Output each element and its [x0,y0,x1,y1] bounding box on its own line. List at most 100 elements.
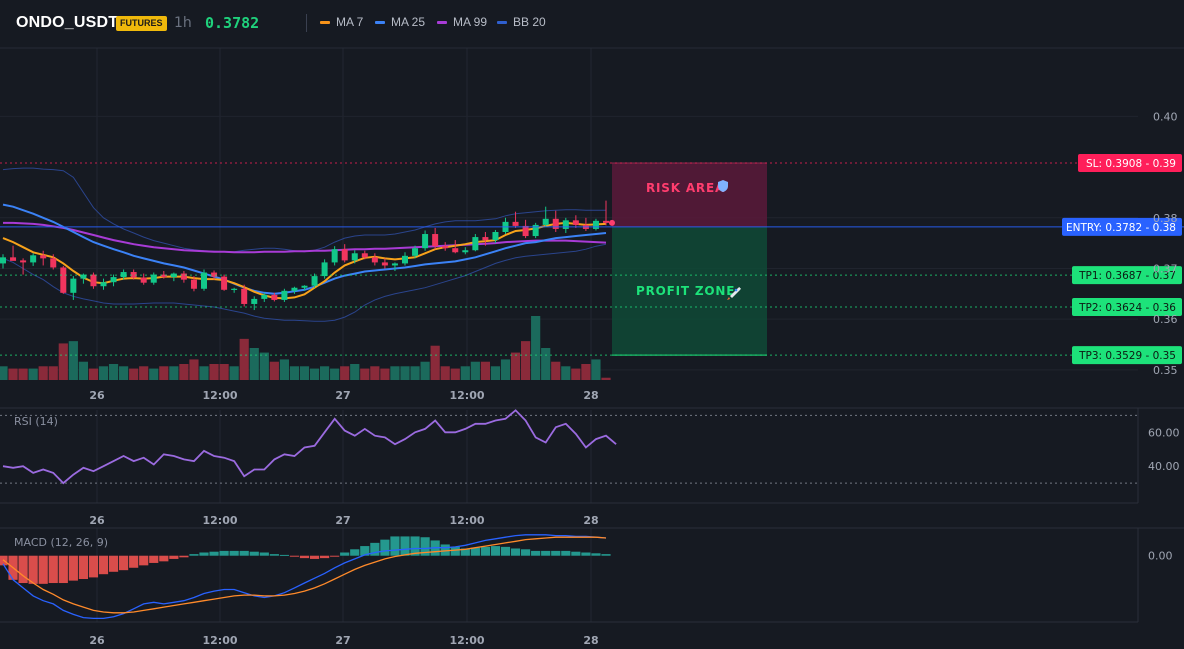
time-axis-tick: 28 [583,634,598,647]
candle [261,292,268,302]
macd-histogram-bar [249,551,259,556]
candle [391,262,398,272]
macd-histogram-bar [490,546,501,556]
macd-histogram-bar [390,536,400,556]
volume-bars [0,316,611,380]
candle [512,211,519,228]
volume-bar [480,361,490,380]
candle [70,276,77,300]
risk-area-zone [612,163,767,227]
volume-bar [581,364,591,380]
macd-histogram-bar [209,551,219,556]
volume-bar [18,368,28,380]
price-axis-tick: 0.38 [1153,212,1178,225]
legend-ma99[interactable]: MA 99 [437,15,487,29]
volume-bar [299,366,310,380]
entry-level-tick: 0.38 [1153,222,1176,234]
candle-body [432,234,439,247]
bollinger-bands [2,167,607,322]
candle-body [371,257,378,263]
candle-body [70,278,77,293]
rsi-title: RSI (14) [14,415,58,428]
legend-ma25-label: MA 25 [391,15,426,29]
volume-bar [149,368,159,380]
candle [251,296,258,311]
volume-bar [78,361,88,380]
candle-body [522,225,529,237]
rocket-window [734,288,738,292]
symbol-name[interactable]: ONDO_USDT [16,14,119,31]
candle-body [422,234,429,249]
candle-body [472,237,479,251]
volume-bar [108,364,119,380]
macd-histogram-bar [98,555,109,575]
candle [60,265,67,294]
candle [452,240,459,254]
volume-bar [219,364,229,380]
macd-histogram-bar [370,542,380,556]
candle [562,217,569,234]
candle [40,250,47,266]
candle-body [512,221,519,226]
volume-bar [239,338,249,380]
candle-body [221,276,228,290]
candle-body [341,249,348,261]
volume-bar [410,366,420,380]
macd-histogram-bar [219,550,229,556]
macd-histogram-bar [78,555,88,580]
volume-bar [38,366,48,380]
candle-body [482,237,489,241]
price-axis-tick: 0.40 [1153,110,1178,123]
volume-bar [571,368,581,380]
legend-ma25[interactable]: MA 25 [375,15,425,29]
volume-bar [380,368,390,380]
candle-body [532,224,539,237]
futures-badge: FUTURES [116,16,167,31]
candle [160,271,167,279]
macd-histogram-bar [88,555,99,578]
volume-bar [249,348,259,380]
sl-level-tick: 0.39 [1153,158,1176,170]
candle [130,269,137,280]
macd-histogram-bar [460,548,470,556]
macd-histogram-bar [320,555,330,559]
volume-bar [430,345,440,380]
volume-bar [259,352,269,380]
volume-bar [400,366,410,380]
candle [30,253,37,266]
candle-body [120,272,127,278]
candle [90,272,97,289]
macd-histogram-bar [480,546,490,556]
volume-bar [450,368,460,380]
candle [572,215,579,228]
volume-bar [139,366,149,380]
candle [321,259,328,279]
candle [472,234,479,252]
tp2-level-text: TP2: 0.3624 - 0.36 [1078,302,1176,314]
rsi-panel: RSI (14) 60.00 40.00 [0,409,1180,485]
volume-bar [500,359,511,380]
macd-histogram-bar [380,539,390,556]
candle [371,253,378,266]
time-axis-tick: 12:00 [202,389,237,402]
candle [482,231,489,246]
candle-body [50,258,57,268]
candle [231,287,238,293]
volume-bar [289,366,300,380]
macd-histogram-bar [500,546,511,556]
candle [100,278,107,290]
candle [603,200,609,226]
tp1-level-tag [1072,266,1182,285]
macd-histogram-bar [159,555,169,562]
candle [402,252,408,266]
volume-bar [229,366,239,380]
volume-bar [591,359,601,380]
macd-histogram-bar [129,555,139,568]
timeframe-selector[interactable]: 1h [174,15,192,31]
macd-histogram-bar [18,555,28,584]
macd-signal-line [2,536,607,614]
legend-ma7[interactable]: MA 7 [320,15,363,29]
candle [20,258,27,275]
legend-bb20[interactable]: BB 20 [497,15,546,29]
